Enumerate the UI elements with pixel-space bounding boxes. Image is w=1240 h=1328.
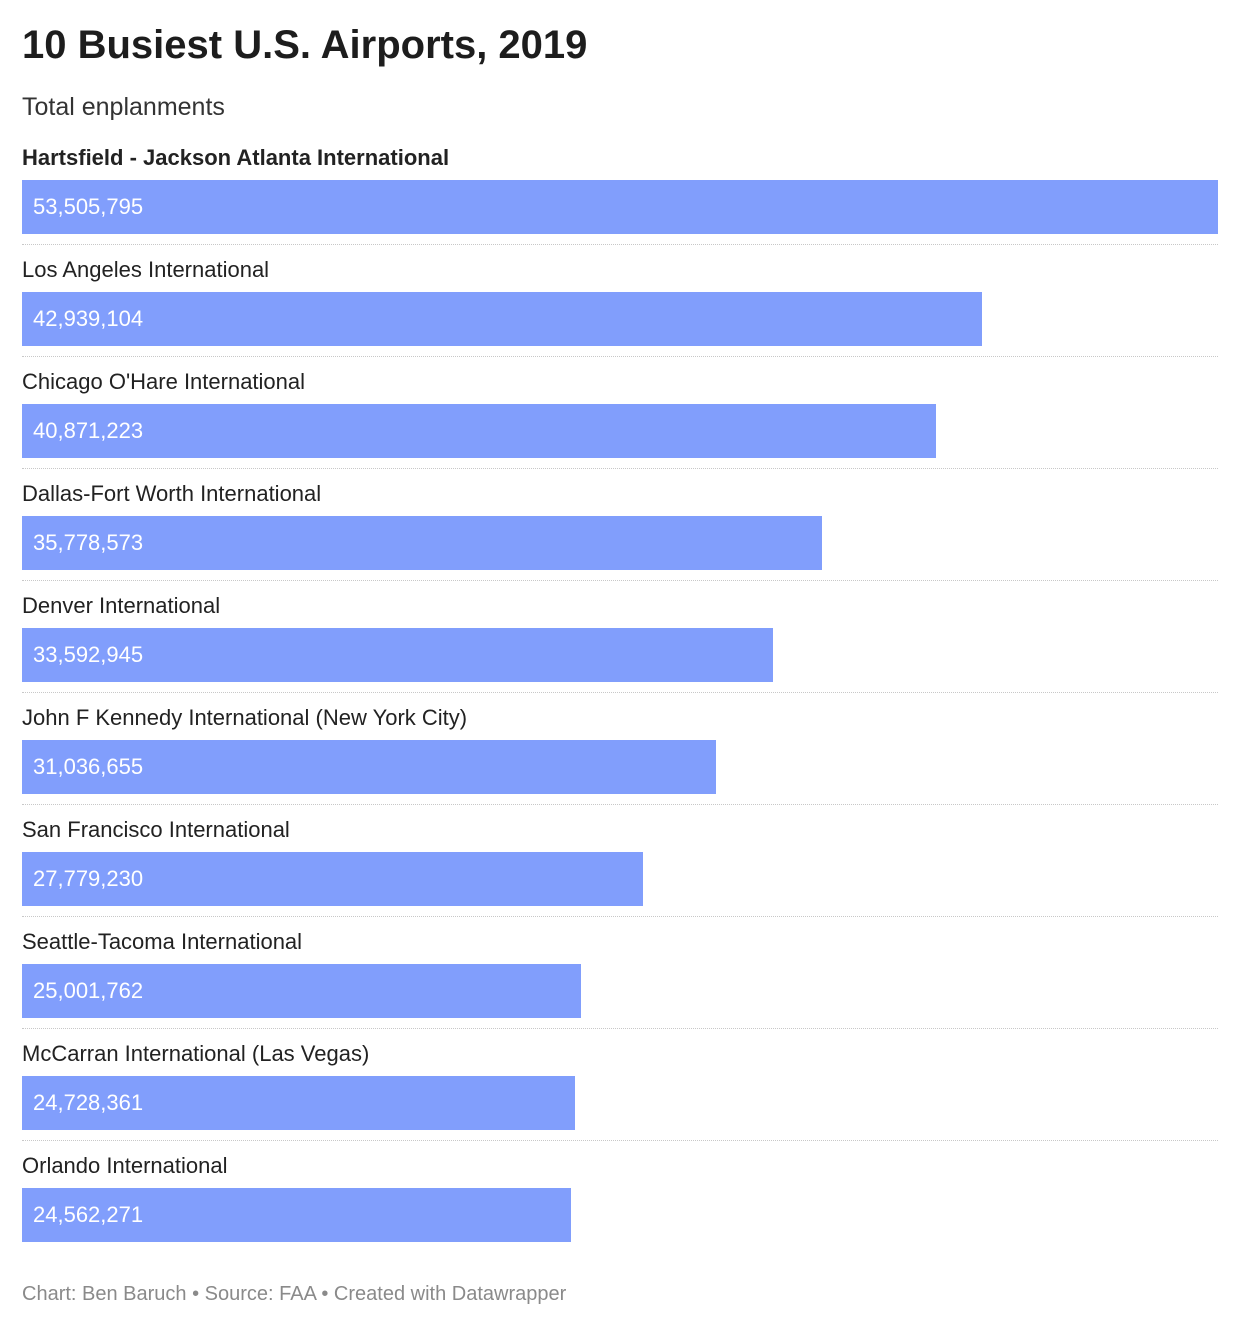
category-label: McCarran International (Las Vegas) bbox=[22, 1041, 370, 1066]
value-label: 53,505,795 bbox=[33, 194, 144, 219]
bar bbox=[22, 516, 822, 570]
category-label: John F Kennedy International (New York C… bbox=[22, 705, 468, 730]
value-label: 31,036,655 bbox=[33, 754, 144, 779]
category-label: Chicago O'Hare International bbox=[22, 369, 306, 394]
bar-row: John F Kennedy International (New York C… bbox=[22, 700, 1218, 812]
chart-title: 10 Busiest U.S. Airports, 2019 bbox=[22, 23, 588, 67]
bar-row: Seattle-Tacoma International 25,001,762 bbox=[22, 924, 1218, 1036]
category-label: San Francisco International bbox=[22, 817, 290, 842]
row-divider bbox=[22, 356, 1218, 357]
bar-chart: Hartsfield - Jackson Atlanta Internation… bbox=[22, 140, 1218, 1250]
value-label: 25,001,762 bbox=[33, 978, 144, 1003]
bar bbox=[22, 404, 936, 458]
category-label: Los Angeles International bbox=[22, 257, 270, 282]
row-divider bbox=[22, 244, 1218, 245]
bar bbox=[22, 292, 982, 346]
bar bbox=[22, 1076, 575, 1130]
category-label: Denver International bbox=[22, 593, 221, 618]
value-label: 24,728,361 bbox=[33, 1090, 144, 1115]
category-label: Hartsfield - Jackson Atlanta Internation… bbox=[22, 145, 450, 170]
value-label: 24,562,271 bbox=[33, 1202, 144, 1227]
category-label: Orlando International bbox=[22, 1153, 228, 1178]
row-divider bbox=[22, 916, 1218, 917]
bar-row: Chicago O'Hare International 40,871,223 bbox=[22, 364, 1218, 476]
row-divider bbox=[22, 692, 1218, 693]
row-divider bbox=[22, 1028, 1218, 1029]
row-divider bbox=[22, 468, 1218, 469]
bar-row: Los Angeles International 42,939,104 bbox=[22, 252, 1218, 364]
bar-row: Denver International 33,592,945 bbox=[22, 588, 1218, 700]
bar-row: McCarran International (Las Vegas) 24,728… bbox=[22, 1036, 1218, 1148]
row-divider bbox=[22, 804, 1218, 805]
bar bbox=[22, 964, 581, 1018]
chart-footer-credit: Chart: Ben Baruch • Source: FAA • Create… bbox=[22, 1283, 567, 1305]
bar-row: Dallas-Fort Worth International 35,778,57… bbox=[22, 476, 1218, 588]
bar bbox=[22, 1188, 571, 1242]
chart-subtitle: Total enplanments bbox=[22, 93, 225, 121]
value-label: 35,778,573 bbox=[33, 530, 144, 555]
bar bbox=[22, 740, 716, 794]
row-divider bbox=[22, 1140, 1218, 1141]
category-label: Dallas-Fort Worth International bbox=[22, 481, 322, 506]
bar-row: San Francisco International 27,779,230 bbox=[22, 812, 1218, 924]
category-label: Seattle-Tacoma International bbox=[22, 929, 303, 954]
value-label: 27,779,230 bbox=[33, 866, 144, 891]
bar bbox=[22, 628, 773, 682]
value-label: 42,939,104 bbox=[33, 306, 144, 331]
bar bbox=[22, 180, 1218, 234]
bar-row: Orlando International 24,562,271 bbox=[22, 1148, 1218, 1260]
row-divider bbox=[22, 580, 1218, 581]
value-label: 33,592,945 bbox=[33, 642, 144, 667]
bar-row: Hartsfield - Jackson Atlanta Internation… bbox=[22, 140, 1218, 252]
bar bbox=[22, 852, 643, 906]
value-label: 40,871,223 bbox=[33, 418, 144, 443]
